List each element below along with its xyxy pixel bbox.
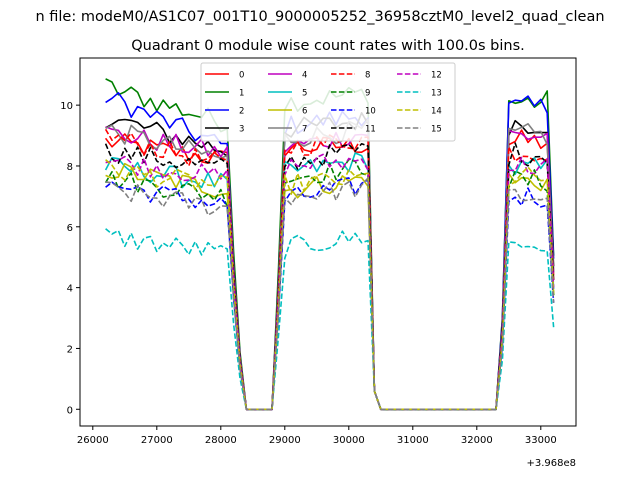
legend-label-7: 7 bbox=[302, 125, 307, 135]
x-tick-label: 33000 bbox=[525, 435, 557, 446]
figure-suptitle: n file: modeM0/AS1C07_001T10_9000005252_… bbox=[35, 9, 604, 25]
x-tick-label: 27000 bbox=[141, 435, 173, 446]
legend-label-11: 11 bbox=[365, 125, 376, 135]
axis-ticks: 26000 27000 28000 29000 30000 31000 32000 33000… bbox=[60, 101, 556, 446]
legend-frame bbox=[200, 62, 456, 142]
legend-label-2: 2 bbox=[239, 107, 244, 117]
legend-label-10: 10 bbox=[365, 107, 376, 117]
series-line-15 bbox=[105, 177, 555, 411]
x-tick-label: 29000 bbox=[269, 435, 301, 446]
x-tick-label: 26000 bbox=[77, 435, 109, 446]
plot-frame bbox=[79, 57, 577, 427]
y-tick-label: 8 bbox=[67, 162, 73, 173]
y-tick-label: 2 bbox=[67, 344, 73, 355]
legend-label-15: 15 bbox=[431, 125, 442, 135]
y-tick-label: 6 bbox=[67, 223, 73, 234]
x-offset-label: +3.968e8 bbox=[526, 458, 576, 469]
x-tick-label: 30000 bbox=[333, 435, 365, 446]
legend-label-13: 13 bbox=[431, 89, 442, 99]
series-line-14 bbox=[105, 159, 555, 411]
y-tick-label: 10 bbox=[60, 101, 73, 112]
x-tick-label: 28000 bbox=[205, 435, 237, 446]
legend-label-9: 9 bbox=[365, 89, 370, 99]
legend-label-12: 12 bbox=[431, 71, 442, 81]
x-tick-label: 32000 bbox=[461, 435, 493, 446]
legend-label-8: 8 bbox=[365, 71, 370, 81]
legend-label-6: 6 bbox=[302, 107, 307, 117]
legend-label-1: 1 bbox=[239, 89, 244, 99]
legend-label-0: 0 bbox=[239, 71, 244, 81]
y-tick-label: 4 bbox=[67, 284, 73, 295]
x-tick-label: 31000 bbox=[397, 435, 429, 446]
legend-label-5: 5 bbox=[302, 89, 307, 99]
legend-label-14: 14 bbox=[431, 107, 442, 117]
y-tick-label: 0 bbox=[67, 405, 73, 416]
chart-title: Quadrant 0 module wise count rates with … bbox=[131, 38, 525, 54]
legend-label-4: 4 bbox=[302, 71, 307, 81]
legend-label-3: 3 bbox=[239, 125, 244, 135]
